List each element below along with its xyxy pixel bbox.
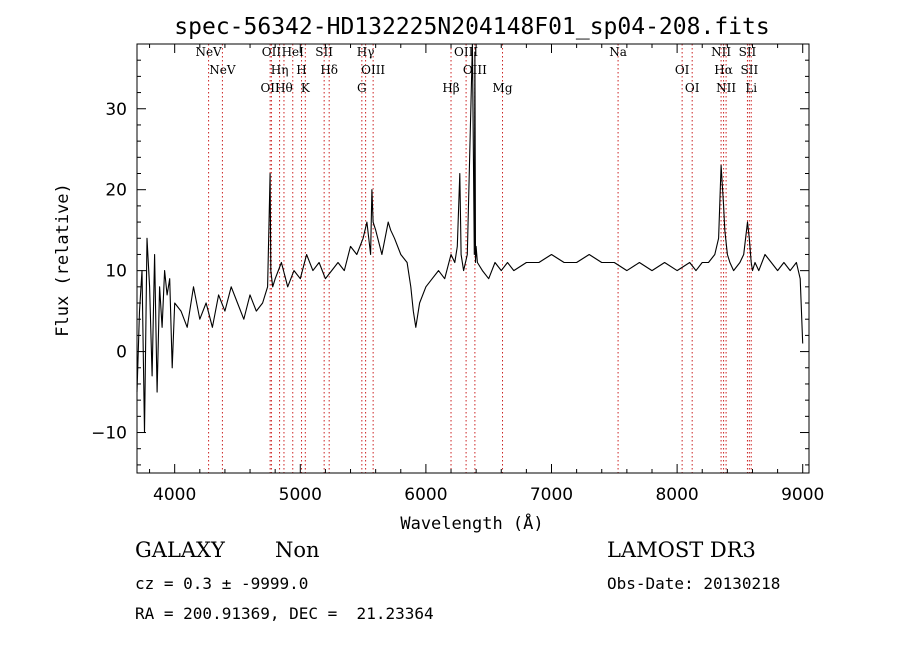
x-axis: 4000 5000 6000 7000 8000 9000 — [149, 44, 824, 505]
line-marker-label: H — [296, 63, 306, 77]
plot-frame — [136, 43, 810, 474]
line-marker-label: G — [357, 81, 367, 95]
line-marker-label: OII — [262, 45, 282, 59]
line-marker-label: Hβ — [442, 81, 459, 95]
line-marker-label: Hθ — [275, 81, 293, 95]
obs-date-text: Obs-Date: 20130218 — [607, 574, 781, 593]
line-marker-label: Li — [745, 81, 757, 95]
survey-label: LAMOST DR3 — [607, 538, 756, 562]
x-tick-label: 5000 — [279, 485, 322, 505]
line-marker-label: HeI — [282, 45, 305, 59]
x-tick-label: 6000 — [404, 485, 447, 505]
spectrum-series-line — [136, 43, 804, 434]
line-marker-label: Hδ — [320, 63, 338, 77]
y-tick-label: 0 — [116, 343, 127, 363]
line-marker-label: Hη — [271, 63, 289, 77]
line-marker-label: SII — [740, 63, 758, 77]
line-marker-label: Hα — [714, 63, 733, 77]
line-marker-label: Hγ — [357, 45, 375, 59]
line-marker-label: K — [301, 81, 311, 95]
line-marker-labels: NeVNeVOIIOIIHηHθHeIHKSIIHδGHγOIIIHβOIIIO… — [195, 45, 758, 95]
y-axis: −10 0 10 20 30 — [91, 43, 809, 466]
x-axis-label: Wavelength (Å) — [400, 512, 543, 534]
line-marker-label: NeV — [209, 63, 236, 77]
y-tick-label: 10 — [105, 262, 127, 282]
class-label: GALAXY — [135, 538, 225, 562]
line-marker-label: OIII — [361, 63, 385, 77]
spectrum-chart: spec-56342-HD132225N204148F01_sp04-208.f… — [53, 14, 824, 534]
x-tick-label: 8000 — [655, 485, 698, 505]
line-marker-label: NII — [711, 45, 731, 59]
subclass-label: Non — [275, 538, 320, 562]
line-marker-label: NeV — [195, 45, 222, 59]
line-marker-label: SII — [739, 45, 757, 59]
y-tick-label: 30 — [105, 100, 127, 120]
line-marker-label: OII — [260, 81, 280, 95]
x-tick-label: 7000 — [530, 485, 573, 505]
radec-text: RA = 200.91369, DEC = 21.23364 — [135, 604, 434, 623]
y-tick-label: 20 — [105, 181, 127, 201]
x-tick-label: 9000 — [781, 485, 824, 505]
line-marker-label: OI — [675, 63, 690, 77]
line-marker-label: OI — [685, 81, 700, 95]
chart-title: spec-56342-HD132225N204148F01_sp04-208.f… — [174, 14, 769, 40]
line-marker-label: NII — [716, 81, 736, 95]
x-tick-label: 4000 — [153, 485, 196, 505]
line-marker-label: Mg — [493, 81, 513, 95]
line-markers — [208, 44, 752, 473]
line-marker-label: Na — [609, 45, 627, 59]
cz-text: cz = 0.3 ± -9999.0 — [135, 574, 309, 593]
y-tick-label: −10 — [91, 424, 127, 444]
y-axis-label: Flux (relative) — [53, 183, 73, 337]
line-marker-label: SII — [315, 45, 333, 59]
